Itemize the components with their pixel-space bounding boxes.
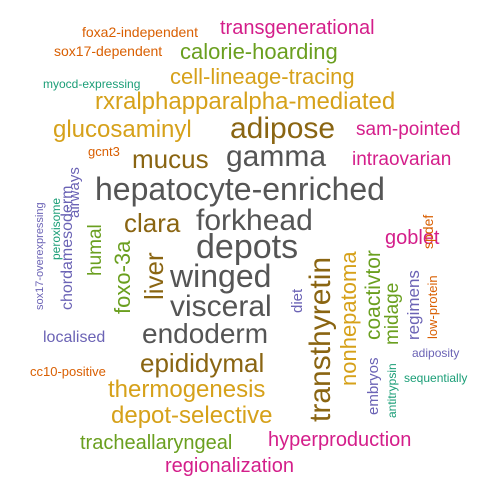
word-clara: clara: [124, 208, 181, 238]
word-humal: humal: [85, 224, 106, 276]
word-coactivtor: coactivtor: [362, 250, 385, 340]
word-transthyretin: transthyretin: [304, 256, 337, 422]
word-tracheallaryngeal: tracheallaryngeal: [80, 432, 233, 454]
word-epididymal: epididymal: [140, 348, 265, 378]
word-thermogenesis: thermogenesis: [108, 376, 266, 403]
word-intraovarian: intraovarian: [352, 149, 452, 170]
word-rxralphapparalpha-mediated: rxralphapparalpha-mediated: [95, 88, 396, 115]
word-glucosaminyl: glucosaminyl: [53, 116, 192, 143]
word-cc10-positive: cc10-positive: [30, 364, 106, 379]
word-liver: liver: [139, 252, 169, 300]
word-forkhead: forkhead: [196, 204, 313, 237]
word-regionalization: regionalization: [165, 455, 294, 477]
word-hepatocyte-enriched: hepatocyte-enriched: [95, 171, 385, 207]
word-regimens: regimens: [404, 270, 423, 340]
word-sequentially: sequentially: [404, 371, 468, 385]
word-visceral: visceral: [170, 290, 272, 323]
word-depot-selective: depot-selective: [111, 402, 273, 429]
word-gcnt3: gcnt3: [88, 144, 120, 159]
word-localised: localised: [43, 329, 106, 346]
word-embryos: embryos: [365, 357, 382, 415]
word-nonhepatoma: nonhepatoma: [336, 251, 361, 386]
word-calorie-hoarding: calorie-hoarding: [180, 39, 338, 64]
word-airways: airways: [66, 167, 83, 218]
word-adiposity: adiposity: [412, 346, 460, 360]
word-midage: midage: [382, 282, 403, 345]
word-foxa2-independent: foxa2-independent: [82, 24, 198, 40]
word-adipose: adipose: [230, 112, 336, 145]
word-low-protein: low-protein: [425, 275, 440, 339]
word-depots: depots: [196, 228, 299, 266]
word-foxo-3a: foxo-3a: [110, 240, 135, 314]
word-antitrypsin: antitrypsin: [385, 363, 399, 418]
word-sam-pointed: sam-pointed: [356, 119, 461, 140]
word-hyperproduction: hyperproduction: [268, 429, 412, 451]
word-endoderm: endoderm: [142, 318, 269, 349]
word-sox17-overexpressing: sox17-overexpressing: [34, 202, 46, 310]
word-sox17-dependent: sox17-dependent: [54, 43, 163, 59]
word-gamma: gamma: [226, 140, 327, 173]
word-cell-lineage-tracing: cell-lineage-tracing: [170, 64, 355, 89]
word-diet: diet: [289, 288, 306, 313]
word-myocd-expressing: myocd-expressing: [43, 77, 141, 91]
word-mucus: mucus: [132, 144, 209, 174]
word-goblet: goblet: [385, 227, 440, 249]
word-winged: winged: [170, 258, 272, 294]
word-transgenerational: transgenerational: [220, 17, 375, 39]
word-spdef: spdef: [420, 214, 436, 249]
